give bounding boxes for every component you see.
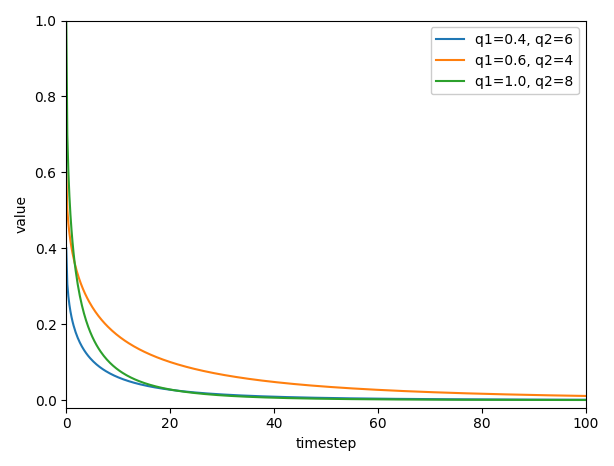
q1=1.0, q2=8: [570, 397, 577, 403]
q1=0.6, q2=4: [309, 383, 317, 389]
q1=0.4, q2=6: [582, 397, 589, 403]
q1=0.4, q2=6: [570, 397, 577, 403]
q1=0.4, q2=6: [488, 397, 495, 402]
q1=1.0, q2=8: [313, 396, 320, 401]
q1=1.0, q2=8: [582, 397, 589, 403]
q1=0.4, q2=6: [309, 395, 317, 400]
q1=0.4, q2=6: [63, 246, 70, 251]
q1=0.4, q2=6: [372, 396, 379, 401]
q1=0.6, q2=4: [570, 393, 577, 398]
X-axis label: timestep: timestep: [295, 437, 357, 451]
q1=1.0, q2=8: [488, 397, 495, 403]
q1=0.6, q2=4: [372, 387, 379, 392]
q1=1.0, q2=8: [372, 397, 379, 402]
q1=0.4, q2=6: [313, 395, 320, 401]
Line: q1=0.6, q2=4: q1=0.6, q2=4: [66, 172, 586, 396]
q1=1.0, q2=8: [63, 18, 70, 23]
q1=0.6, q2=4: [313, 383, 320, 389]
Line: q1=0.4, q2=6: q1=0.4, q2=6: [66, 248, 586, 400]
q1=0.4, q2=6: [344, 396, 351, 401]
q1=1.0, q2=8: [309, 396, 317, 401]
q1=0.6, q2=4: [344, 385, 351, 391]
Legend: q1=0.4, q2=6, q1=0.6, q2=4, q1=1.0, q2=8: q1=0.4, q2=6, q1=0.6, q2=4, q1=1.0, q2=8: [430, 27, 579, 95]
q1=1.0, q2=8: [344, 396, 351, 402]
Line: q1=1.0, q2=8: q1=1.0, q2=8: [66, 21, 586, 400]
Y-axis label: value: value: [15, 195, 29, 233]
q1=0.6, q2=4: [582, 393, 589, 399]
q1=0.6, q2=4: [488, 391, 495, 397]
q1=0.6, q2=4: [63, 170, 70, 175]
